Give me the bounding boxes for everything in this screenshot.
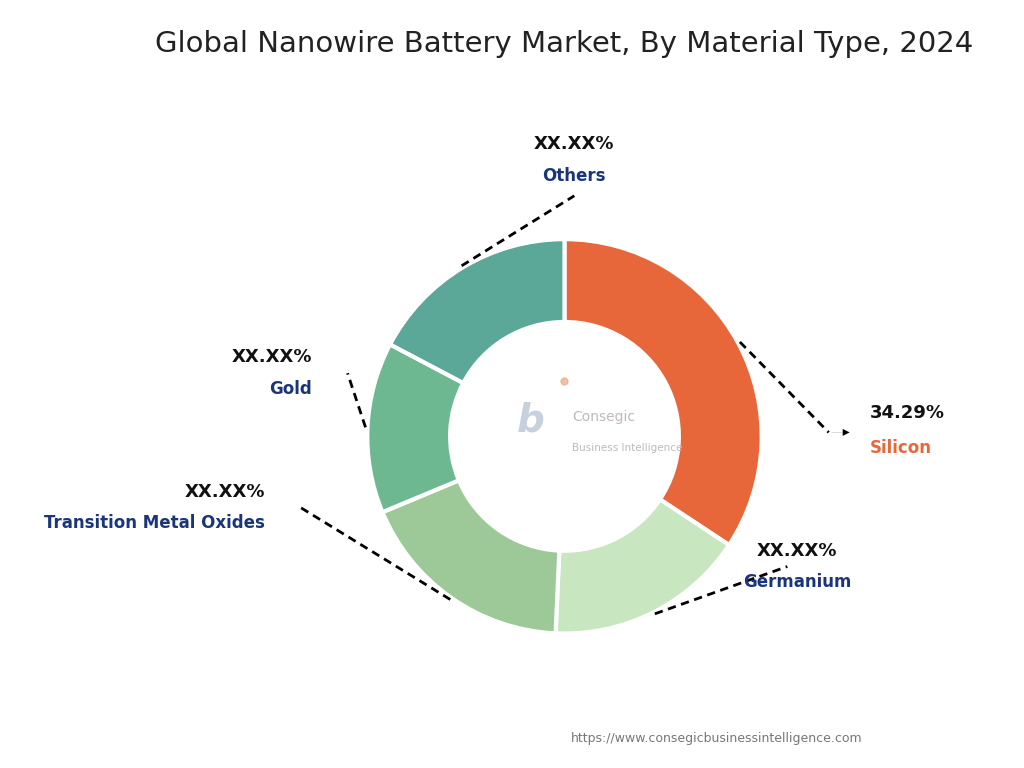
Text: Others: Others	[543, 167, 606, 185]
Text: Gold: Gold	[269, 380, 312, 398]
Text: XX.XX%: XX.XX%	[535, 135, 614, 154]
Text: Transition Metal Oxides: Transition Metal Oxides	[44, 514, 265, 532]
Wedge shape	[564, 239, 762, 545]
Text: Silicon: Silicon	[870, 439, 932, 457]
Wedge shape	[368, 344, 463, 512]
Text: XX.XX%: XX.XX%	[757, 541, 838, 560]
Text: https://www.consegicbusinessintelligence.com: https://www.consegicbusinessintelligence…	[571, 733, 862, 745]
Text: b: b	[517, 402, 545, 439]
Text: Business Intelligence: Business Intelligence	[572, 443, 683, 453]
Text: XX.XX%: XX.XX%	[231, 349, 312, 366]
Text: Consegic: Consegic	[572, 409, 635, 424]
Wedge shape	[382, 480, 559, 634]
Text: XX.XX%: XX.XX%	[184, 482, 265, 501]
Text: Germanium: Germanium	[743, 573, 851, 591]
Wedge shape	[390, 239, 564, 383]
Text: 34.29%: 34.29%	[870, 404, 945, 422]
Title: Global Nanowire Battery Market, By Material Type, 2024: Global Nanowire Battery Market, By Mater…	[156, 31, 974, 58]
Wedge shape	[556, 499, 729, 634]
